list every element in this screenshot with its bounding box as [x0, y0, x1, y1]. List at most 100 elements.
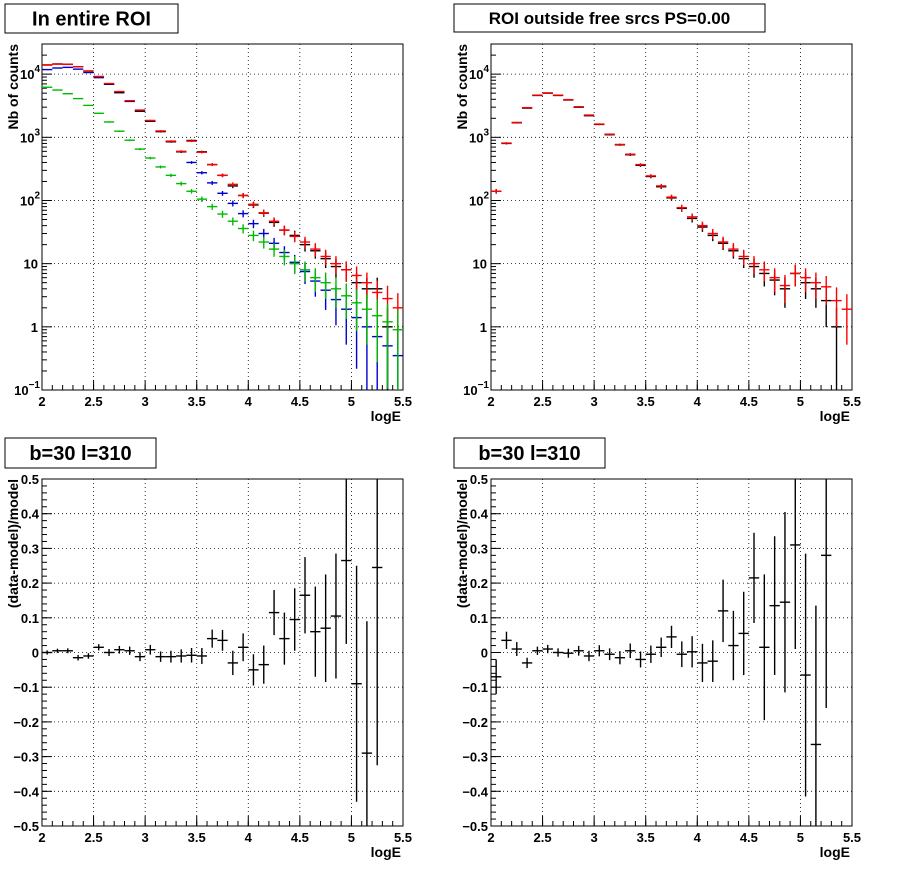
- y-axis-label: Nb of counts: [5, 44, 21, 130]
- data-point: [124, 646, 135, 655]
- plot-frame: [490, 478, 853, 827]
- data-point: [176, 649, 187, 663]
- data-series-4: [42, 86, 403, 390]
- y-tick-label: 0.4: [21, 507, 40, 522]
- x-tick-label: 4.5: [291, 830, 309, 845]
- data-point: [748, 532, 760, 624]
- x-tick-label: 4.5: [291, 394, 309, 409]
- y-tick-label: 0.2: [470, 576, 488, 591]
- data-point: [831, 287, 842, 328]
- y-tick-label: 10: [473, 257, 487, 272]
- data-point: [810, 272, 822, 299]
- x-tick-label: 5: [348, 394, 355, 409]
- data-point: [573, 645, 584, 656]
- x-tick-label: 5.5: [394, 394, 412, 409]
- data-point: [583, 114, 595, 116]
- data-point: [717, 579, 729, 643]
- data-point: [155, 130, 166, 132]
- data-point: [341, 479, 352, 644]
- data-point: [511, 642, 522, 656]
- data-point: [800, 268, 811, 293]
- x-tick-label: 3.5: [637, 830, 655, 845]
- chart-panel-2: ROI outside free srcs PS=0.00 2 2.5 3 3.5 4 4.…: [453, 3, 861, 424]
- x-axis-label: logE: [820, 408, 850, 424]
- y-tick-label: −0.3: [13, 750, 39, 765]
- data-point: [625, 153, 636, 156]
- data-point: [310, 586, 321, 677]
- data-point: [769, 268, 780, 293]
- data-point: [759, 261, 770, 282]
- data-point: [666, 625, 677, 648]
- data-point: [686, 636, 698, 668]
- data-point: [392, 309, 403, 390]
- data-point: [72, 68, 84, 70]
- data-point: [821, 276, 832, 305]
- data-point: [372, 299, 383, 363]
- y-tick-label: 0.3: [21, 541, 39, 556]
- x-tick-label: 2: [487, 394, 494, 409]
- data-point: [382, 304, 393, 389]
- data-point: [542, 644, 553, 654]
- data-point: [614, 143, 626, 146]
- y-tick-label: 0.1: [21, 611, 39, 626]
- data-point: [196, 196, 208, 202]
- data-point: [790, 479, 801, 650]
- data-point: [779, 274, 791, 304]
- data-point: [258, 209, 269, 217]
- data-point: [779, 511, 791, 693]
- data-point: [165, 140, 177, 143]
- y-tick-label: −0.3: [462, 750, 488, 765]
- data-point: [491, 189, 502, 194]
- data-point: [676, 641, 687, 668]
- data-point: [217, 173, 228, 178]
- data-point: [207, 163, 218, 167]
- x-tick-label: 5: [797, 394, 804, 409]
- x-tick-label: 4.5: [740, 394, 758, 409]
- data-point: [351, 565, 362, 802]
- data-point: [124, 99, 135, 102]
- data-point: [42, 68, 53, 71]
- x-tick-label: 3: [591, 394, 598, 409]
- data-point: [645, 645, 657, 663]
- data-point: [738, 591, 749, 676]
- data-point: [103, 121, 115, 123]
- x-tick-label: 3: [591, 830, 598, 845]
- data-point: [341, 283, 352, 319]
- data-point: [299, 557, 311, 634]
- data-point: [186, 140, 197, 143]
- data-point: [330, 553, 342, 679]
- x-axis-label: logE: [820, 844, 850, 860]
- data-point: [114, 90, 125, 93]
- data-point: [501, 631, 512, 650]
- x-tick-label: 4: [245, 394, 253, 409]
- data-point: [93, 644, 104, 651]
- chart-title-box: [453, 3, 766, 33]
- y-tick-label: 0.4: [470, 507, 489, 522]
- data-point: [707, 640, 718, 682]
- data-point: [217, 210, 228, 218]
- data-point: [237, 210, 249, 218]
- data-point: [330, 277, 342, 308]
- data-point: [299, 236, 311, 249]
- x-tick-label: 2.5: [534, 394, 552, 409]
- data-point: [676, 204, 687, 211]
- data-point: [124, 139, 135, 142]
- chart-panel-3: b=30 l=310 2 2.5 3 3.5 4 4.5 5 5.5 −0.5 −0.4 −0.3 −0…: [4, 437, 412, 860]
- data-point: [279, 225, 290, 236]
- y-axis-label: Nb of counts: [454, 44, 470, 130]
- data-point: [103, 82, 115, 85]
- x-tick-label: 2: [38, 394, 45, 409]
- x-tick-label: 3: [142, 394, 149, 409]
- data-point: [320, 272, 331, 299]
- data-point: [810, 605, 822, 826]
- y-tick-label: −0.2: [13, 715, 39, 730]
- y-tick-label: 10: [24, 257, 38, 272]
- x-tick-label: 2.5: [85, 394, 103, 409]
- data-point: [83, 71, 94, 74]
- chart-title-box: [4, 437, 157, 469]
- data-point: [583, 650, 595, 662]
- data-point: [594, 123, 605, 125]
- data-point: [237, 633, 249, 662]
- data-point: [521, 106, 533, 109]
